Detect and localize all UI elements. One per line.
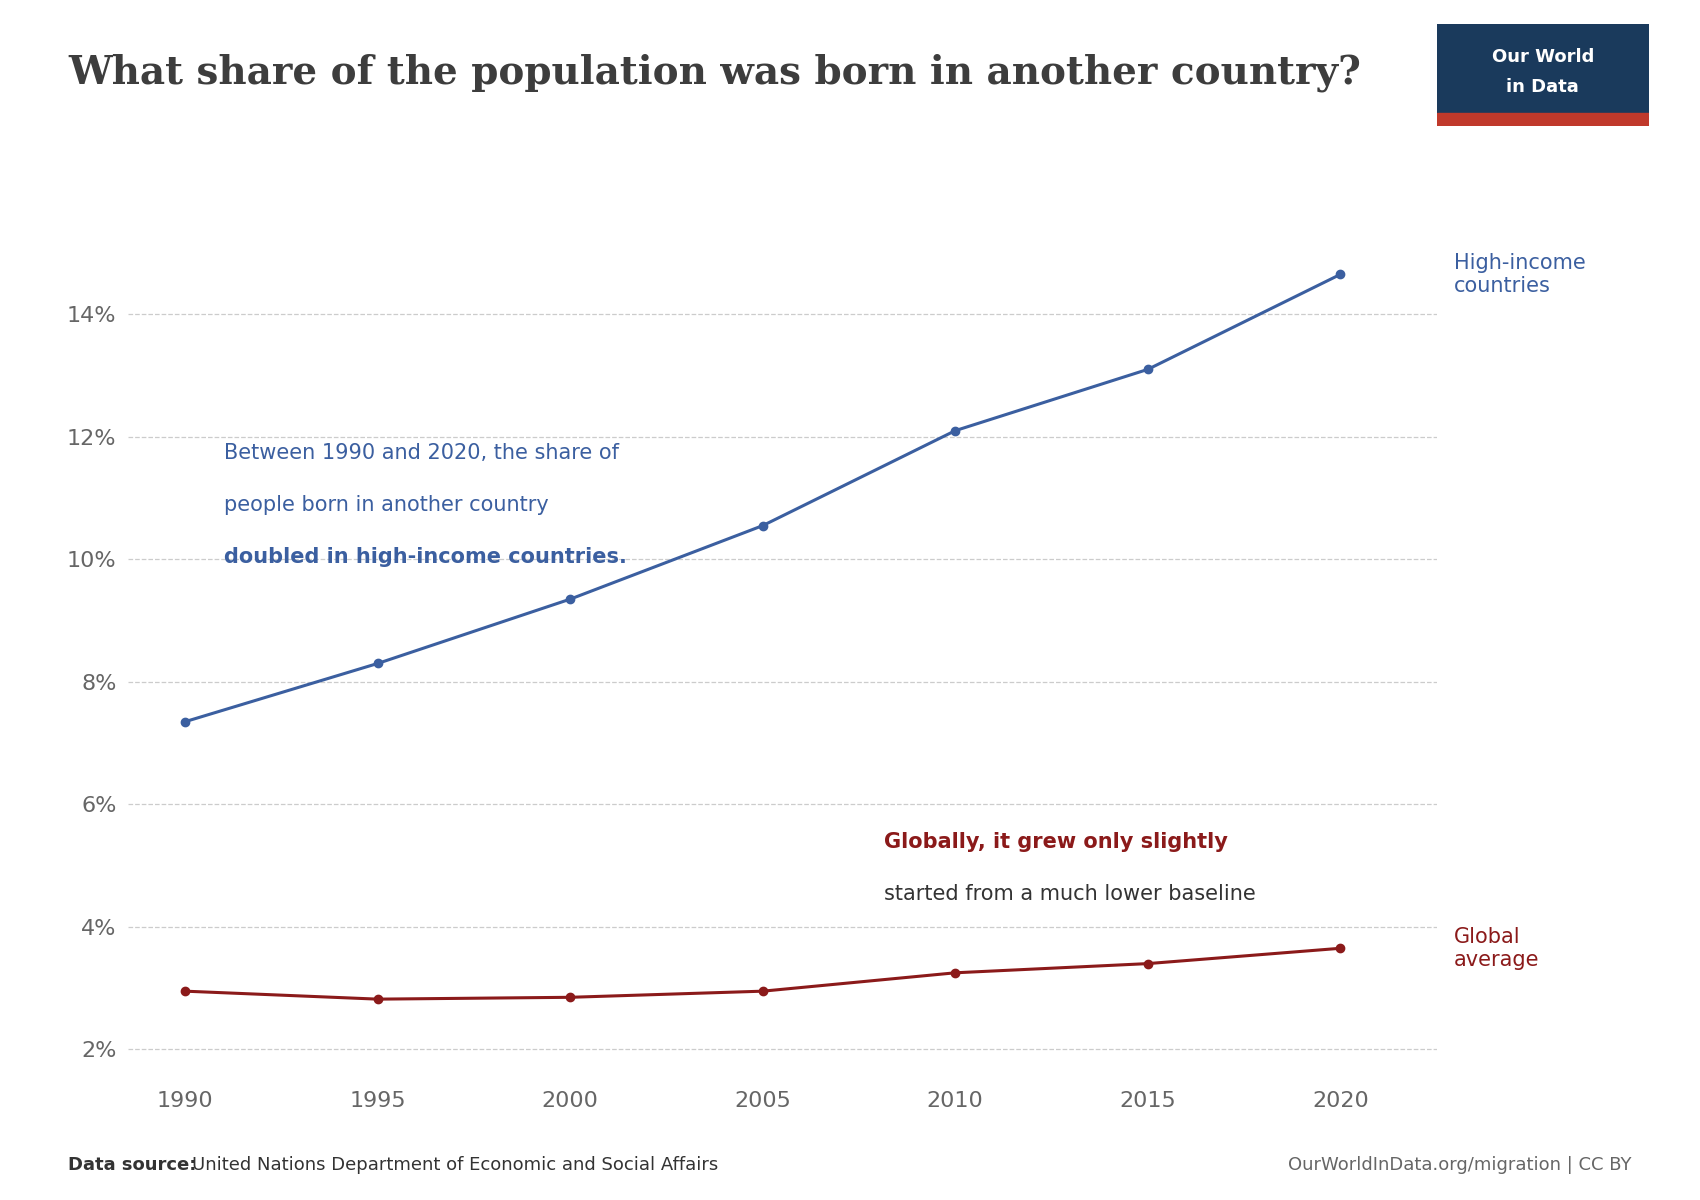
Text: doubled in high-income countries.: doubled in high-income countries. (224, 547, 627, 568)
Text: Between 1990 and 2020, the share of: Between 1990 and 2020, the share of (224, 443, 619, 463)
Text: people born in another country: people born in another country (224, 494, 549, 515)
Text: in Data: in Data (1506, 78, 1579, 96)
Text: started from a much lower baseline: started from a much lower baseline (884, 884, 1256, 904)
Text: United Nations Department of Economic and Social Affairs: United Nations Department of Economic an… (192, 1156, 719, 1174)
Text: High-income
countries: High-income countries (1454, 253, 1584, 296)
Text: Data source:: Data source: (68, 1156, 197, 1174)
Text: OurWorldInData.org/migration | CC BY: OurWorldInData.org/migration | CC BY (1289, 1156, 1632, 1174)
Text: Global
average: Global average (1454, 926, 1538, 970)
Text: Our World: Our World (1491, 48, 1595, 66)
Bar (1436, 113, 1649, 126)
Text: What share of the population was born in another country?: What share of the population was born in… (68, 54, 1362, 92)
Text: Globally, it grew only slightly: Globally, it grew only slightly (884, 832, 1227, 852)
